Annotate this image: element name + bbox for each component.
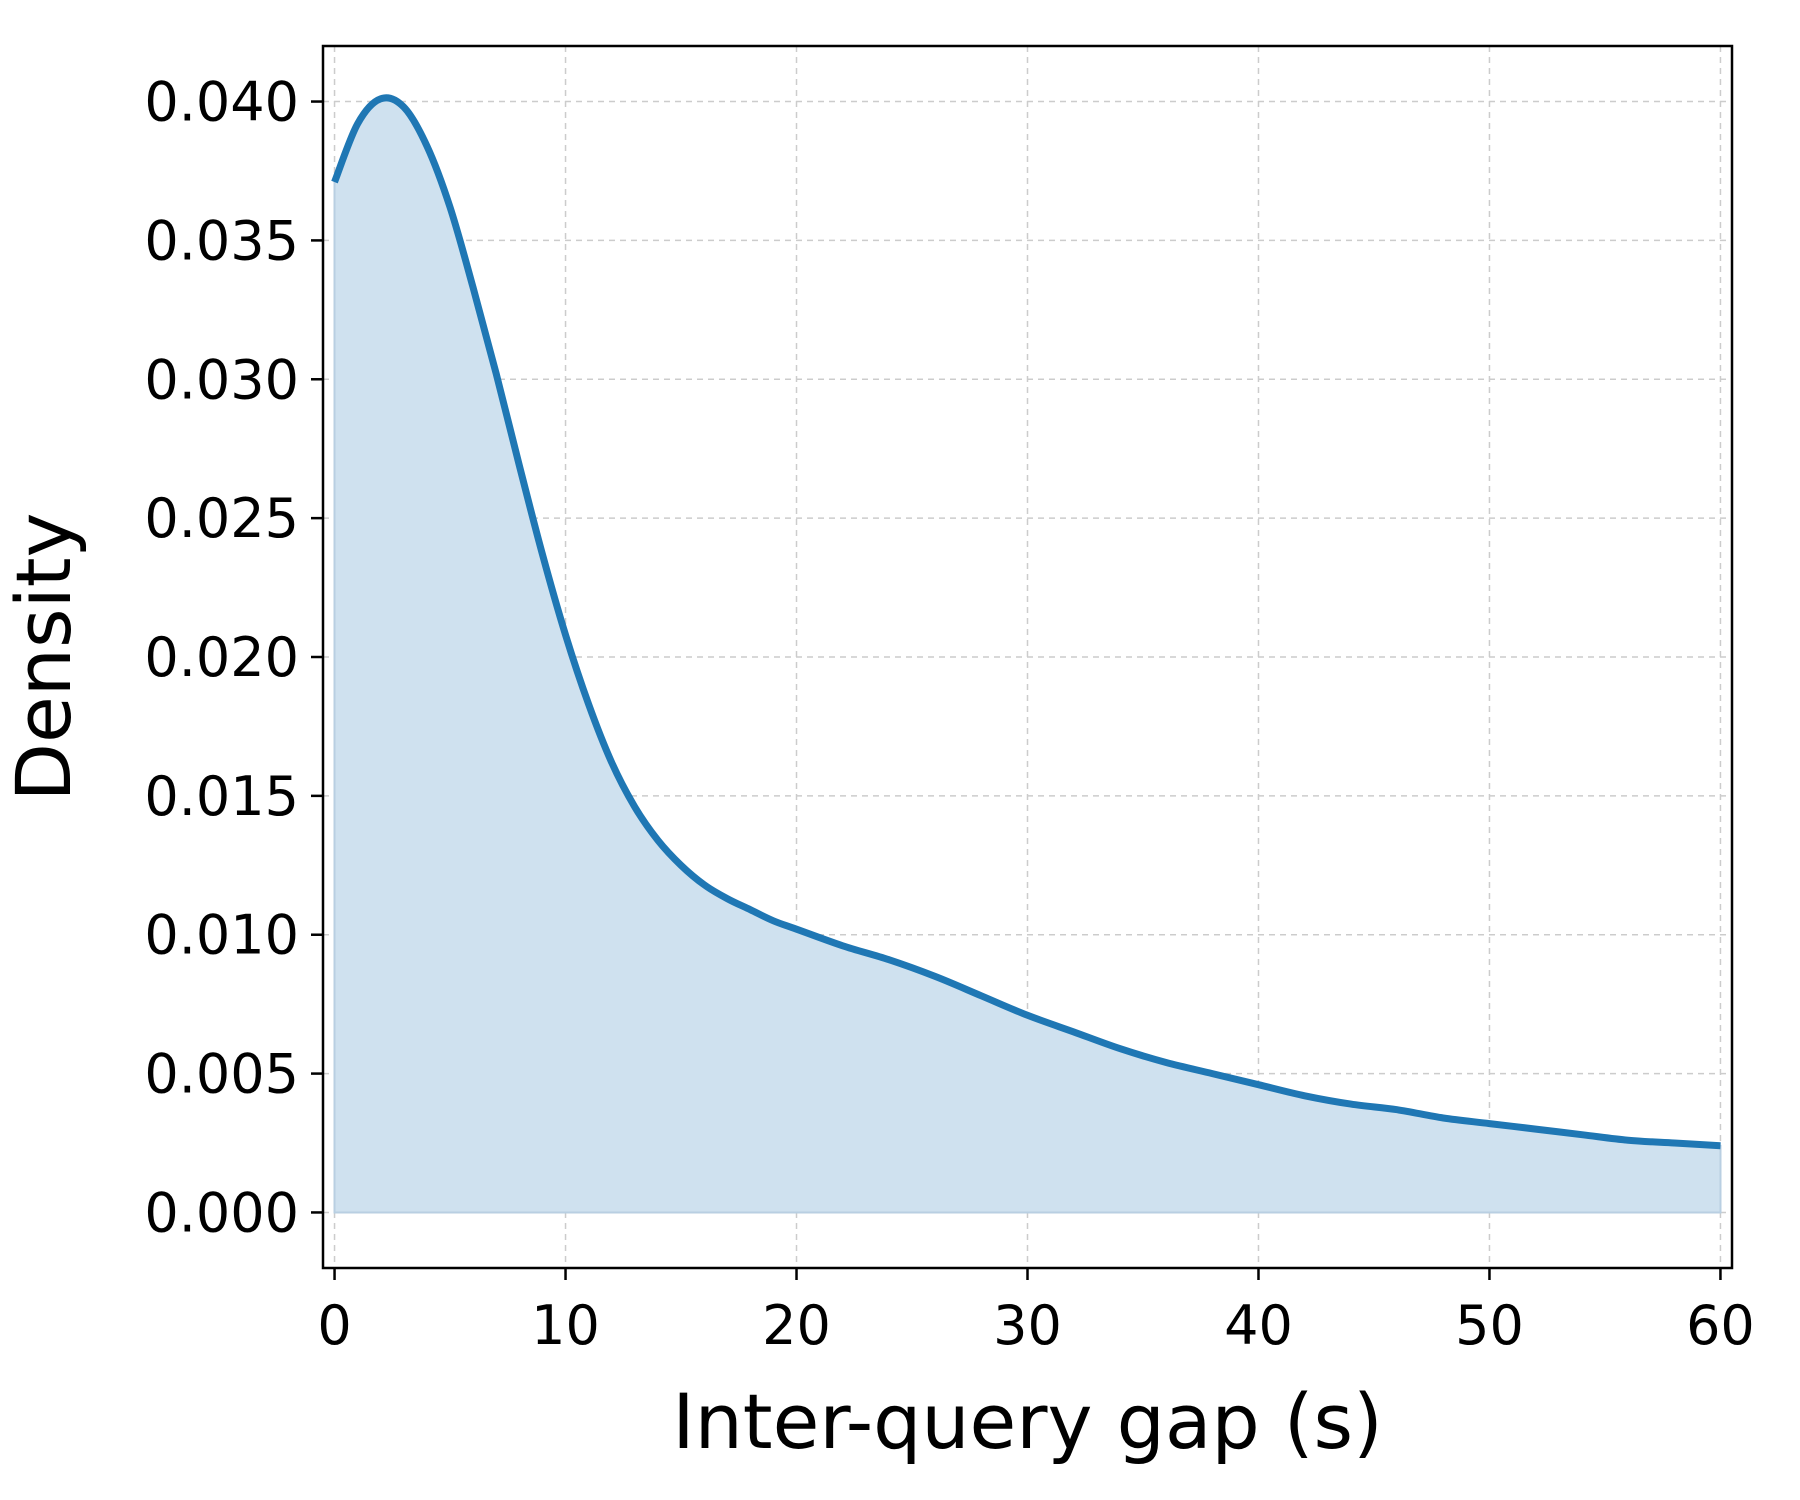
y-tick-label: 0.020 (144, 626, 299, 689)
y-tick-label: 0.000 (144, 1181, 299, 1244)
y-tick-label: 0.040 (144, 71, 299, 134)
x-tick-label: 50 (1455, 1294, 1524, 1357)
y-tick-label: 0.035 (144, 209, 299, 272)
x-tick-label: 0 (317, 1294, 351, 1357)
density-line (331, 94, 1721, 1150)
y-axis-title: Density (0, 513, 88, 802)
x-tick-label: 40 (1224, 1294, 1293, 1357)
x-axis-title: Inter-query gap (s) (672, 1377, 1383, 1466)
x-tick-label: 20 (762, 1294, 831, 1357)
y-tick-label: 0.025 (144, 487, 299, 550)
ticks: 0 10 20 30 40 50 60 0.000 0.005 0.010 0.015 0.020 0.… (144, 71, 1754, 1357)
y-tick-label: 0.030 (144, 348, 299, 411)
x-tick-label: 10 (531, 1294, 600, 1357)
y-tick-label: 0.005 (144, 1043, 299, 1106)
y-tick-label: 0.015 (144, 765, 299, 828)
x-tick-label: 30 (993, 1294, 1062, 1357)
x-tick-label: 60 (1686, 1294, 1755, 1357)
y-tick-label: 0.010 (144, 904, 299, 967)
